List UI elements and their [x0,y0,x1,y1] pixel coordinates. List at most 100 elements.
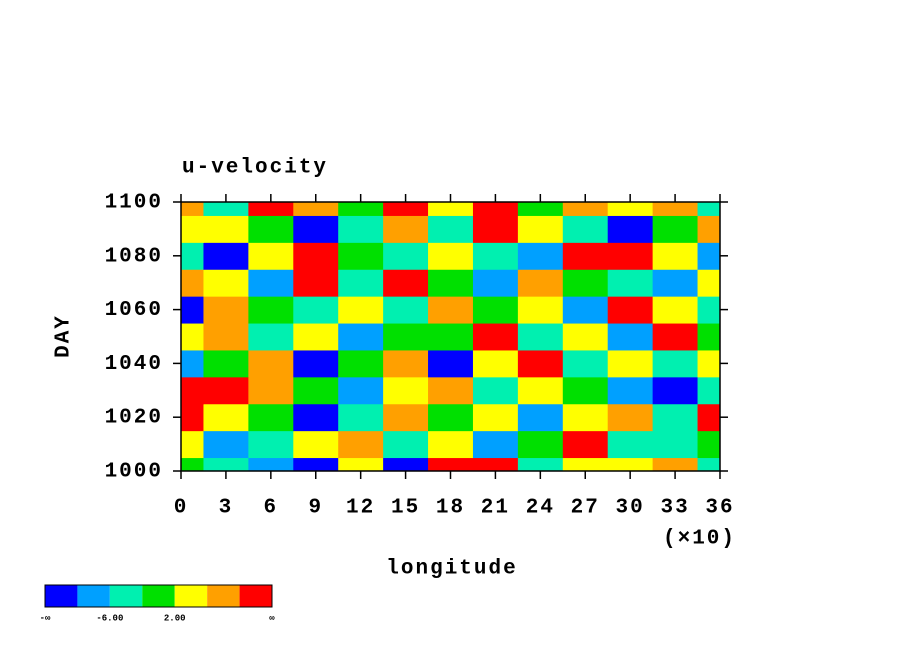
contour-cell [517,323,564,351]
x-tick-label: 18 [436,497,465,520]
contour-cell [248,349,294,378]
colorbar-swatch [207,585,240,607]
contour-cell [562,296,609,324]
contour-cell [181,430,204,459]
contour-cell [517,403,564,432]
contour-cell [338,323,384,351]
contour-cell [607,430,654,459]
contour-cell [338,242,384,270]
contour-cell [181,457,204,471]
contour-cell [181,202,204,216]
colorbar-frame [44,584,273,608]
contour-cell [562,349,609,378]
contour-cell [338,296,384,324]
contour-cell [428,403,474,432]
contour-cell [607,376,654,405]
y-tick-label: 1080 [105,245,163,268]
contour-cell [517,242,564,270]
contour-cell [472,376,519,405]
y-tick-label: 1040 [105,353,163,376]
contour-cell [383,269,429,297]
colorbar-swatch [77,585,110,607]
contour-cell [293,376,339,405]
contour-cell [472,430,519,459]
contour-cell [697,296,720,324]
contour-cell [181,323,204,351]
contour-cell [203,349,249,378]
contour-cell [293,349,339,378]
x-tick-label: 12 [346,497,375,520]
contour-cell [562,457,609,471]
contour-cell [697,403,720,432]
colorbar-label: -∞ [40,613,51,623]
contour-cell [472,403,519,432]
contour-cell [203,403,249,432]
contour-cell [472,349,519,378]
contour-cell [607,323,654,351]
contour-cell [607,242,654,270]
contour-cell [383,215,429,243]
contour-cell [383,202,429,216]
contour-cell [652,323,699,351]
contour-cell [517,269,564,297]
contour-cell [383,323,429,351]
contour-cell [652,457,699,471]
contour-cell [697,202,720,216]
contour-cell [652,376,699,405]
contour-cell [562,323,609,351]
contour-cell [293,215,339,243]
contour-cell [472,323,519,351]
contour-cell [697,269,720,297]
contour-cell [517,349,564,378]
contour-cell [428,215,474,243]
x-tick-label: 15 [391,497,420,520]
contour-cell [652,403,699,432]
contour-cell [338,430,384,459]
contour-cell [562,403,609,432]
x-tick-label: 6 [264,497,279,520]
contour-cell [562,376,609,405]
contour-cell [562,242,609,270]
contour-cell [562,215,609,243]
contour-cell [248,323,294,351]
contour-cell [293,457,339,471]
contour-cell [293,296,339,324]
contour-cell [383,296,429,324]
contour-cell [248,215,294,243]
contour-cell [652,202,699,216]
contour-cell [517,202,564,216]
contour-cell [472,202,519,216]
contour-cell [428,296,474,324]
contour-cell [248,457,294,471]
y-tick-label: 1060 [105,299,163,322]
y-tick-label: 1000 [105,461,163,484]
contour-cell [181,215,204,243]
contour-cell [248,202,294,216]
contour-cell [338,403,384,432]
contour-cell [203,296,249,324]
contour-cell [203,215,249,243]
x-tick-label: 27 [571,497,600,520]
contour-cell [697,457,720,471]
x-multiplier: (×10) [663,528,736,551]
colorbar-swatch [239,585,272,607]
contour-cell [562,202,609,216]
contour-cell [428,430,474,459]
contour-field [181,202,720,471]
contour-cell [517,215,564,243]
contour-cell [562,269,609,297]
contour-cell [293,323,339,351]
contour-cell [428,323,474,351]
contour-cell [697,376,720,405]
contour-cell [338,269,384,297]
contour-cell [248,242,294,270]
contour-cell [383,430,429,459]
contour-cell [472,242,519,270]
contour-cell [248,430,294,459]
x-tick-label: 30 [616,497,645,520]
contour-cell [697,430,720,459]
contour-cell [652,215,699,243]
contour-cell [293,403,339,432]
